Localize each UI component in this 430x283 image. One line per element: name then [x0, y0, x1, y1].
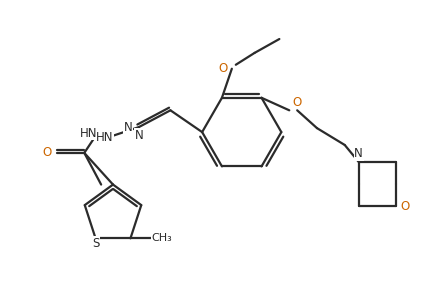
Text: O: O [292, 96, 301, 109]
Text: HN: HN [96, 130, 114, 143]
Text: O: O [399, 200, 409, 213]
Text: N: N [134, 128, 143, 142]
Text: HN: HN [80, 127, 97, 140]
Text: O: O [218, 62, 227, 75]
Text: O: O [42, 146, 51, 159]
Text: N: N [353, 147, 362, 160]
Text: N: N [124, 121, 132, 134]
Text: S: S [92, 237, 99, 250]
Text: CH₃: CH₃ [151, 233, 172, 243]
